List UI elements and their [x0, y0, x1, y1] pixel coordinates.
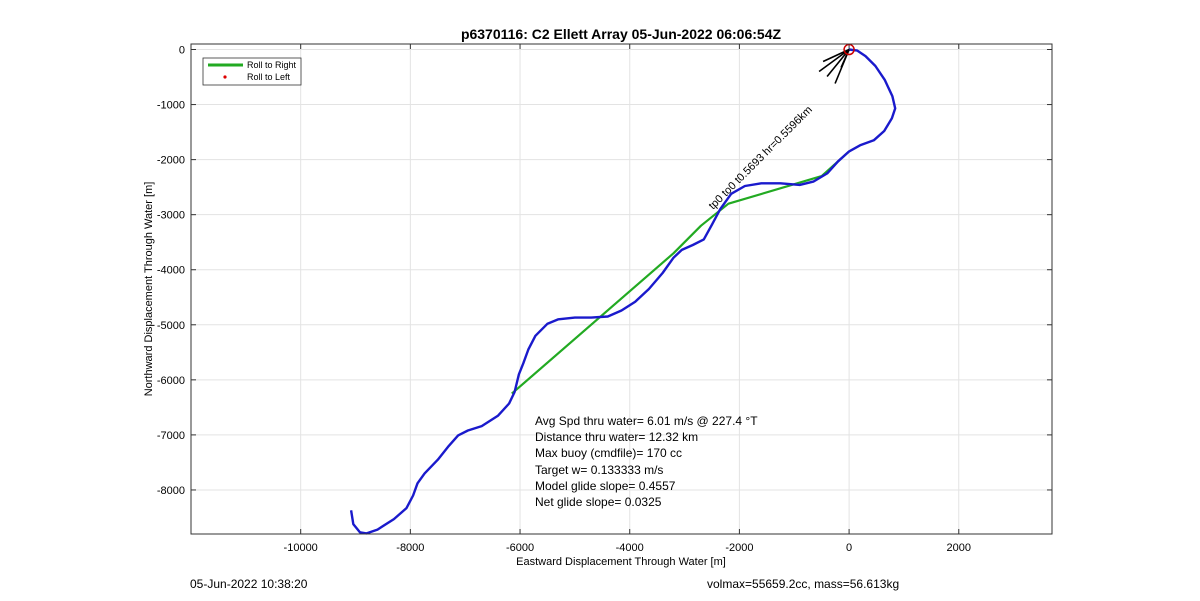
stats-line: Distance thru water= 12.32 km [535, 430, 698, 444]
start-marker [843, 43, 855, 56]
stats-line: Model glide slope= 0.4557 [535, 479, 676, 493]
x-tick-label: 0 [846, 542, 852, 554]
y-tick-label: -4000 [157, 265, 185, 277]
x-tick-label: 2000 [947, 542, 971, 554]
footer-left: 05-Jun-2022 10:38:20 [190, 577, 308, 591]
footer-right: volmax=55659.2cc, mass=56.613kg [707, 577, 900, 591]
x-tick-label: -8000 [396, 542, 424, 554]
x-tick-label: -4000 [616, 542, 644, 554]
chart-title: p6370116: C2 Ellett Array 05-Jun-2022 06… [461, 26, 782, 42]
plot-area [191, 44, 1052, 534]
plot-frame [190, 43, 1053, 535]
y-tick-label: -3000 [157, 210, 185, 222]
series-line-track [349, 48, 897, 535]
heading-vector [826, 49, 850, 78]
series-layer [349, 48, 897, 535]
y-axis-label: Northward Displacement Through Water [m] [143, 182, 155, 397]
stats-line: Net glide slope= 0.0325 [535, 495, 662, 509]
y-tick-label: -2000 [157, 155, 185, 167]
stats-line: Max buoy (cmdfile)= 170 cc [535, 446, 682, 460]
legend-box [202, 57, 302, 86]
stats-line: Target w= 0.133333 m/s [535, 463, 663, 477]
x-axis-label: Eastward Displacement Through Water [m] [516, 556, 726, 568]
series-line-roll-right [511, 150, 850, 395]
y-tick-label: -7000 [157, 430, 185, 442]
x-tick-label: -2000 [725, 542, 753, 554]
legend: Roll to Right Roll to Left [202, 57, 302, 86]
y-tick-label: -5000 [157, 320, 185, 332]
y-tick-label: 0 [179, 45, 185, 57]
stats-block: Avg Spd thru water= 6.01 m/s @ 227.4 °T … [535, 414, 758, 509]
heading-vector [840, 49, 850, 68]
legend-label-roll-left: Roll to Left [247, 72, 291, 82]
y-tick-label: -6000 [157, 375, 185, 387]
marks-layer [818, 43, 855, 84]
x-tick-label: -6000 [506, 542, 534, 554]
heading-vector [818, 48, 850, 73]
stats-line: Avg Spd thru water= 6.01 m/s @ 227.4 °T [535, 414, 758, 428]
y-tick-label: -1000 [157, 100, 185, 112]
x-ticks: -10000 -8000 -6000 -4000 -2000 0 2000 [284, 44, 971, 554]
y-tick-label: -8000 [157, 485, 185, 497]
legend-label-roll-right: Roll to Right [247, 60, 297, 70]
legend-swatch-roll-left [223, 75, 227, 79]
y-ticks: 0 -1000 -2000 -3000 -4000 -5000 -6000 -7000 -800… [157, 45, 1052, 497]
x-tick-label: -10000 [284, 542, 318, 554]
grid [191, 44, 1052, 534]
